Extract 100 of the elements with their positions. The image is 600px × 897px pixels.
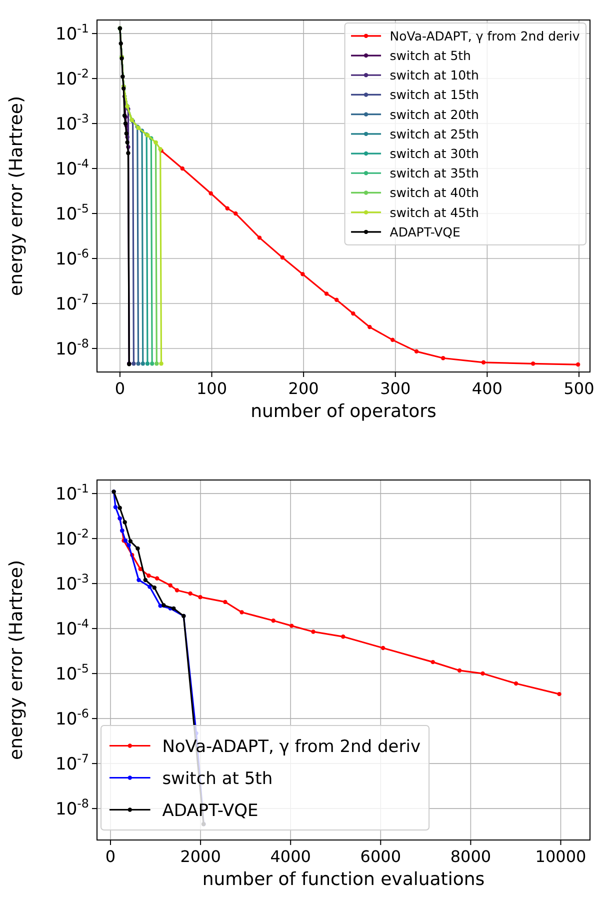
x-tick-label: 0 xyxy=(114,379,126,398)
y-tick-label: 10$^{-1}$ xyxy=(56,22,89,45)
y-tick-label: 10$^{-6}$ xyxy=(56,706,89,730)
point xyxy=(271,618,276,623)
point xyxy=(188,591,192,596)
point xyxy=(390,338,395,342)
point xyxy=(143,578,148,582)
point xyxy=(146,574,151,578)
point xyxy=(145,362,150,366)
point xyxy=(240,610,244,614)
point xyxy=(530,362,536,366)
legend-label: ADAPT-VQE xyxy=(390,224,460,240)
x-tick-label: 4000 xyxy=(270,847,311,866)
y-axis-title: energy error (Hartree) xyxy=(6,96,27,296)
point xyxy=(430,660,435,664)
x-tick-label: 6000 xyxy=(360,847,402,866)
x-axis-title: number of function evaluations xyxy=(202,869,485,890)
y-tick-label: 10$^{-6}$ xyxy=(56,246,89,270)
point xyxy=(457,668,462,673)
point xyxy=(311,630,316,634)
x-tick-label: 200 xyxy=(288,379,319,398)
y-tick-label: 10$^{-2}$ xyxy=(56,526,89,550)
point xyxy=(576,362,580,367)
point xyxy=(414,349,419,354)
point xyxy=(257,236,262,240)
y-tick-label: 10$^{-8}$ xyxy=(56,796,89,820)
point xyxy=(174,588,180,592)
point xyxy=(514,681,518,686)
point xyxy=(341,634,346,639)
point xyxy=(351,311,356,316)
point xyxy=(126,543,131,548)
point xyxy=(162,603,166,608)
y-tick-label: 10$^{-5}$ xyxy=(56,662,89,685)
x-tick-label: 0 xyxy=(105,847,116,866)
x-tick-label: 100 xyxy=(196,379,228,398)
point xyxy=(225,206,230,210)
point xyxy=(140,362,146,366)
y-tick-label: 10$^{-8}$ xyxy=(56,336,89,360)
legend-label: switch at 25th xyxy=(390,126,479,142)
point xyxy=(113,504,118,510)
point xyxy=(152,586,157,590)
x-tick-label: 10000 xyxy=(535,847,586,866)
point xyxy=(234,211,238,216)
point xyxy=(126,151,130,156)
legend-label: switch at 5th xyxy=(162,768,273,789)
point xyxy=(557,692,562,696)
y-tick-label: 10$^{-7}$ xyxy=(56,752,89,775)
y-tick-label: 10$^{-7}$ xyxy=(56,291,89,314)
legend-label: switch at 45th xyxy=(390,204,479,220)
point xyxy=(136,362,140,366)
point xyxy=(280,255,285,260)
point xyxy=(324,292,329,296)
legend-label: switch at 40th xyxy=(390,185,479,200)
point xyxy=(128,539,133,544)
legend-label: ADAPT-VQE xyxy=(162,800,258,821)
x-tick-label: 8000 xyxy=(450,847,492,866)
point xyxy=(125,140,130,145)
point xyxy=(118,506,122,510)
point xyxy=(172,606,176,611)
point xyxy=(122,520,127,524)
y-tick-label: 10$^{-2}$ xyxy=(56,66,89,90)
point xyxy=(132,362,136,366)
point xyxy=(154,576,160,581)
x-tick-label: 300 xyxy=(380,379,411,398)
point xyxy=(159,362,164,366)
legend-label: switch at 20th xyxy=(390,106,479,122)
x-tick-label: 500 xyxy=(564,379,594,398)
point xyxy=(480,671,485,676)
point xyxy=(380,646,386,650)
legend-label: switch at 5th xyxy=(390,48,471,64)
y-axis-title: energy error (Hartree) xyxy=(6,560,27,760)
point xyxy=(368,324,372,330)
point xyxy=(118,41,123,46)
legend-label: switch at 35th xyxy=(390,166,479,181)
point xyxy=(208,191,213,196)
y-tick-label: 10$^{-3}$ xyxy=(56,572,89,595)
point xyxy=(334,298,339,302)
point xyxy=(150,362,154,366)
y-tick-label: 10$^{-3}$ xyxy=(56,112,89,135)
y-tick-label: 10$^{-4}$ xyxy=(56,156,89,180)
point xyxy=(120,74,125,79)
legend-label: switch at 30th xyxy=(390,146,479,162)
y-tick-label: 10$^{-4}$ xyxy=(56,616,89,640)
point xyxy=(290,624,294,628)
point xyxy=(198,594,202,600)
x-axis-title: number of operators xyxy=(250,401,436,422)
legend-label: NoVa-ADAPT, γ from 2nd deriv xyxy=(390,28,580,44)
point xyxy=(168,583,172,588)
y-tick-label: 10$^{-5}$ xyxy=(56,202,89,225)
point xyxy=(481,360,486,365)
legend-label: switch at 15th xyxy=(390,87,479,102)
point xyxy=(154,362,159,366)
point xyxy=(223,600,228,604)
point xyxy=(136,546,140,551)
x-tick-label: 2000 xyxy=(180,847,221,866)
point xyxy=(441,356,446,360)
legend-label: switch at 10th xyxy=(390,68,479,83)
point xyxy=(300,272,305,276)
y-tick-label: 10$^{-1}$ xyxy=(56,482,89,505)
x-tick-label: 400 xyxy=(472,379,502,398)
